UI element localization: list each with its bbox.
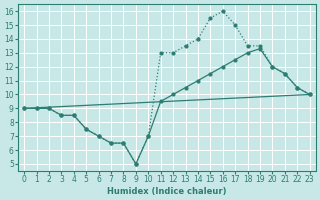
X-axis label: Humidex (Indice chaleur): Humidex (Indice chaleur) <box>107 187 227 196</box>
